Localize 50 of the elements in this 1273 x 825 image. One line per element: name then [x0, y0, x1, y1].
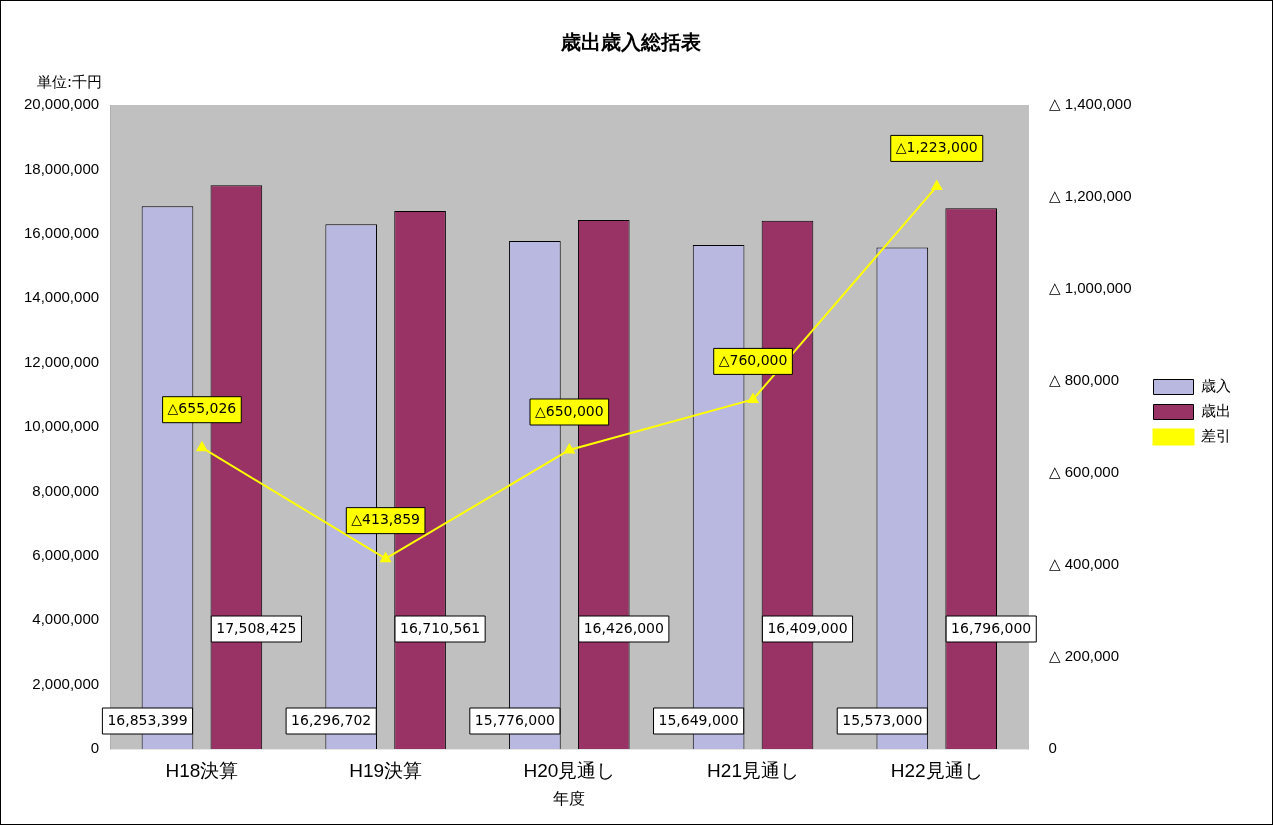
y-tick-label: 14,000,000	[24, 288, 100, 306]
data-label: △413,859	[351, 511, 420, 528]
y-tick-label: 20,000,000	[24, 95, 100, 113]
y-tick-label: 0	[90, 739, 100, 757]
chart-title: 歳出歳入総括表	[560, 30, 701, 53]
y-tick-label: 8,000,000	[32, 481, 100, 499]
y2-tick-label: 0	[1048, 739, 1057, 757]
point	[196, 441, 208, 452]
data-label: 16,296,702	[291, 711, 372, 728]
x-tick-label: H22見通し	[890, 759, 983, 781]
legend-label: 歳出	[1201, 402, 1231, 420]
data-label: 17,508,425	[216, 619, 297, 636]
y2-tick-label: △ 1,400,000	[1048, 95, 1132, 113]
data-label: 15,649,000	[658, 711, 739, 728]
data-label: 15,776,000	[474, 711, 555, 728]
y2-tick-label: △ 800,000	[1048, 371, 1119, 389]
x-axis-title: 年度	[553, 789, 586, 807]
x-tick-label: H21見通し	[707, 759, 799, 781]
y-axis-title: 単位:千円	[37, 73, 103, 92]
data-label: △650,000	[535, 402, 604, 419]
y-tick-label: 12,000,000	[24, 352, 100, 370]
y2-tick-label: △ 1,200,000	[1048, 187, 1132, 205]
data-label: 16,426,000	[583, 619, 664, 636]
point	[747, 393, 759, 403]
y2-tick-label: △ 200,000	[1048, 647, 1119, 665]
y2-tick-label: △ 1,000,000	[1048, 279, 1132, 297]
point	[564, 444, 575, 454]
data-label: △1,223,000	[895, 139, 978, 156]
y2-tick-label: △ 400,000	[1048, 555, 1119, 573]
y-tick-label: 6,000,000	[32, 545, 100, 563]
y2-tick-label: △ 600,000	[1048, 463, 1119, 481]
y-tick-label: 10,000,000	[24, 417, 100, 435]
data-label: 15,573,000	[842, 711, 923, 728]
data-label: 16,710,561	[399, 619, 481, 636]
data-label: 16,853,399	[107, 711, 188, 728]
data-label: △655,026	[167, 400, 237, 417]
y-tick-label: 16,000,000	[24, 223, 100, 241]
x-tick-label: H19決算	[349, 759, 423, 781]
y-tick-label: 4,000,000	[32, 610, 100, 628]
data-label: △760,000	[718, 352, 788, 369]
point	[931, 180, 943, 190]
legend-label: 歳入	[1201, 377, 1231, 395]
data-label: 16,796,000	[951, 619, 1032, 636]
y-tick-label: 18,000,000	[24, 159, 100, 177]
x-tick-label: H18決算	[165, 759, 239, 781]
legend-label: 差引	[1201, 427, 1231, 445]
y-tick-label: 2,000,000	[32, 674, 100, 692]
data-label: 16,409,000	[767, 619, 848, 636]
point	[380, 552, 391, 563]
x-tick-label: H20見通し	[523, 759, 616, 781]
